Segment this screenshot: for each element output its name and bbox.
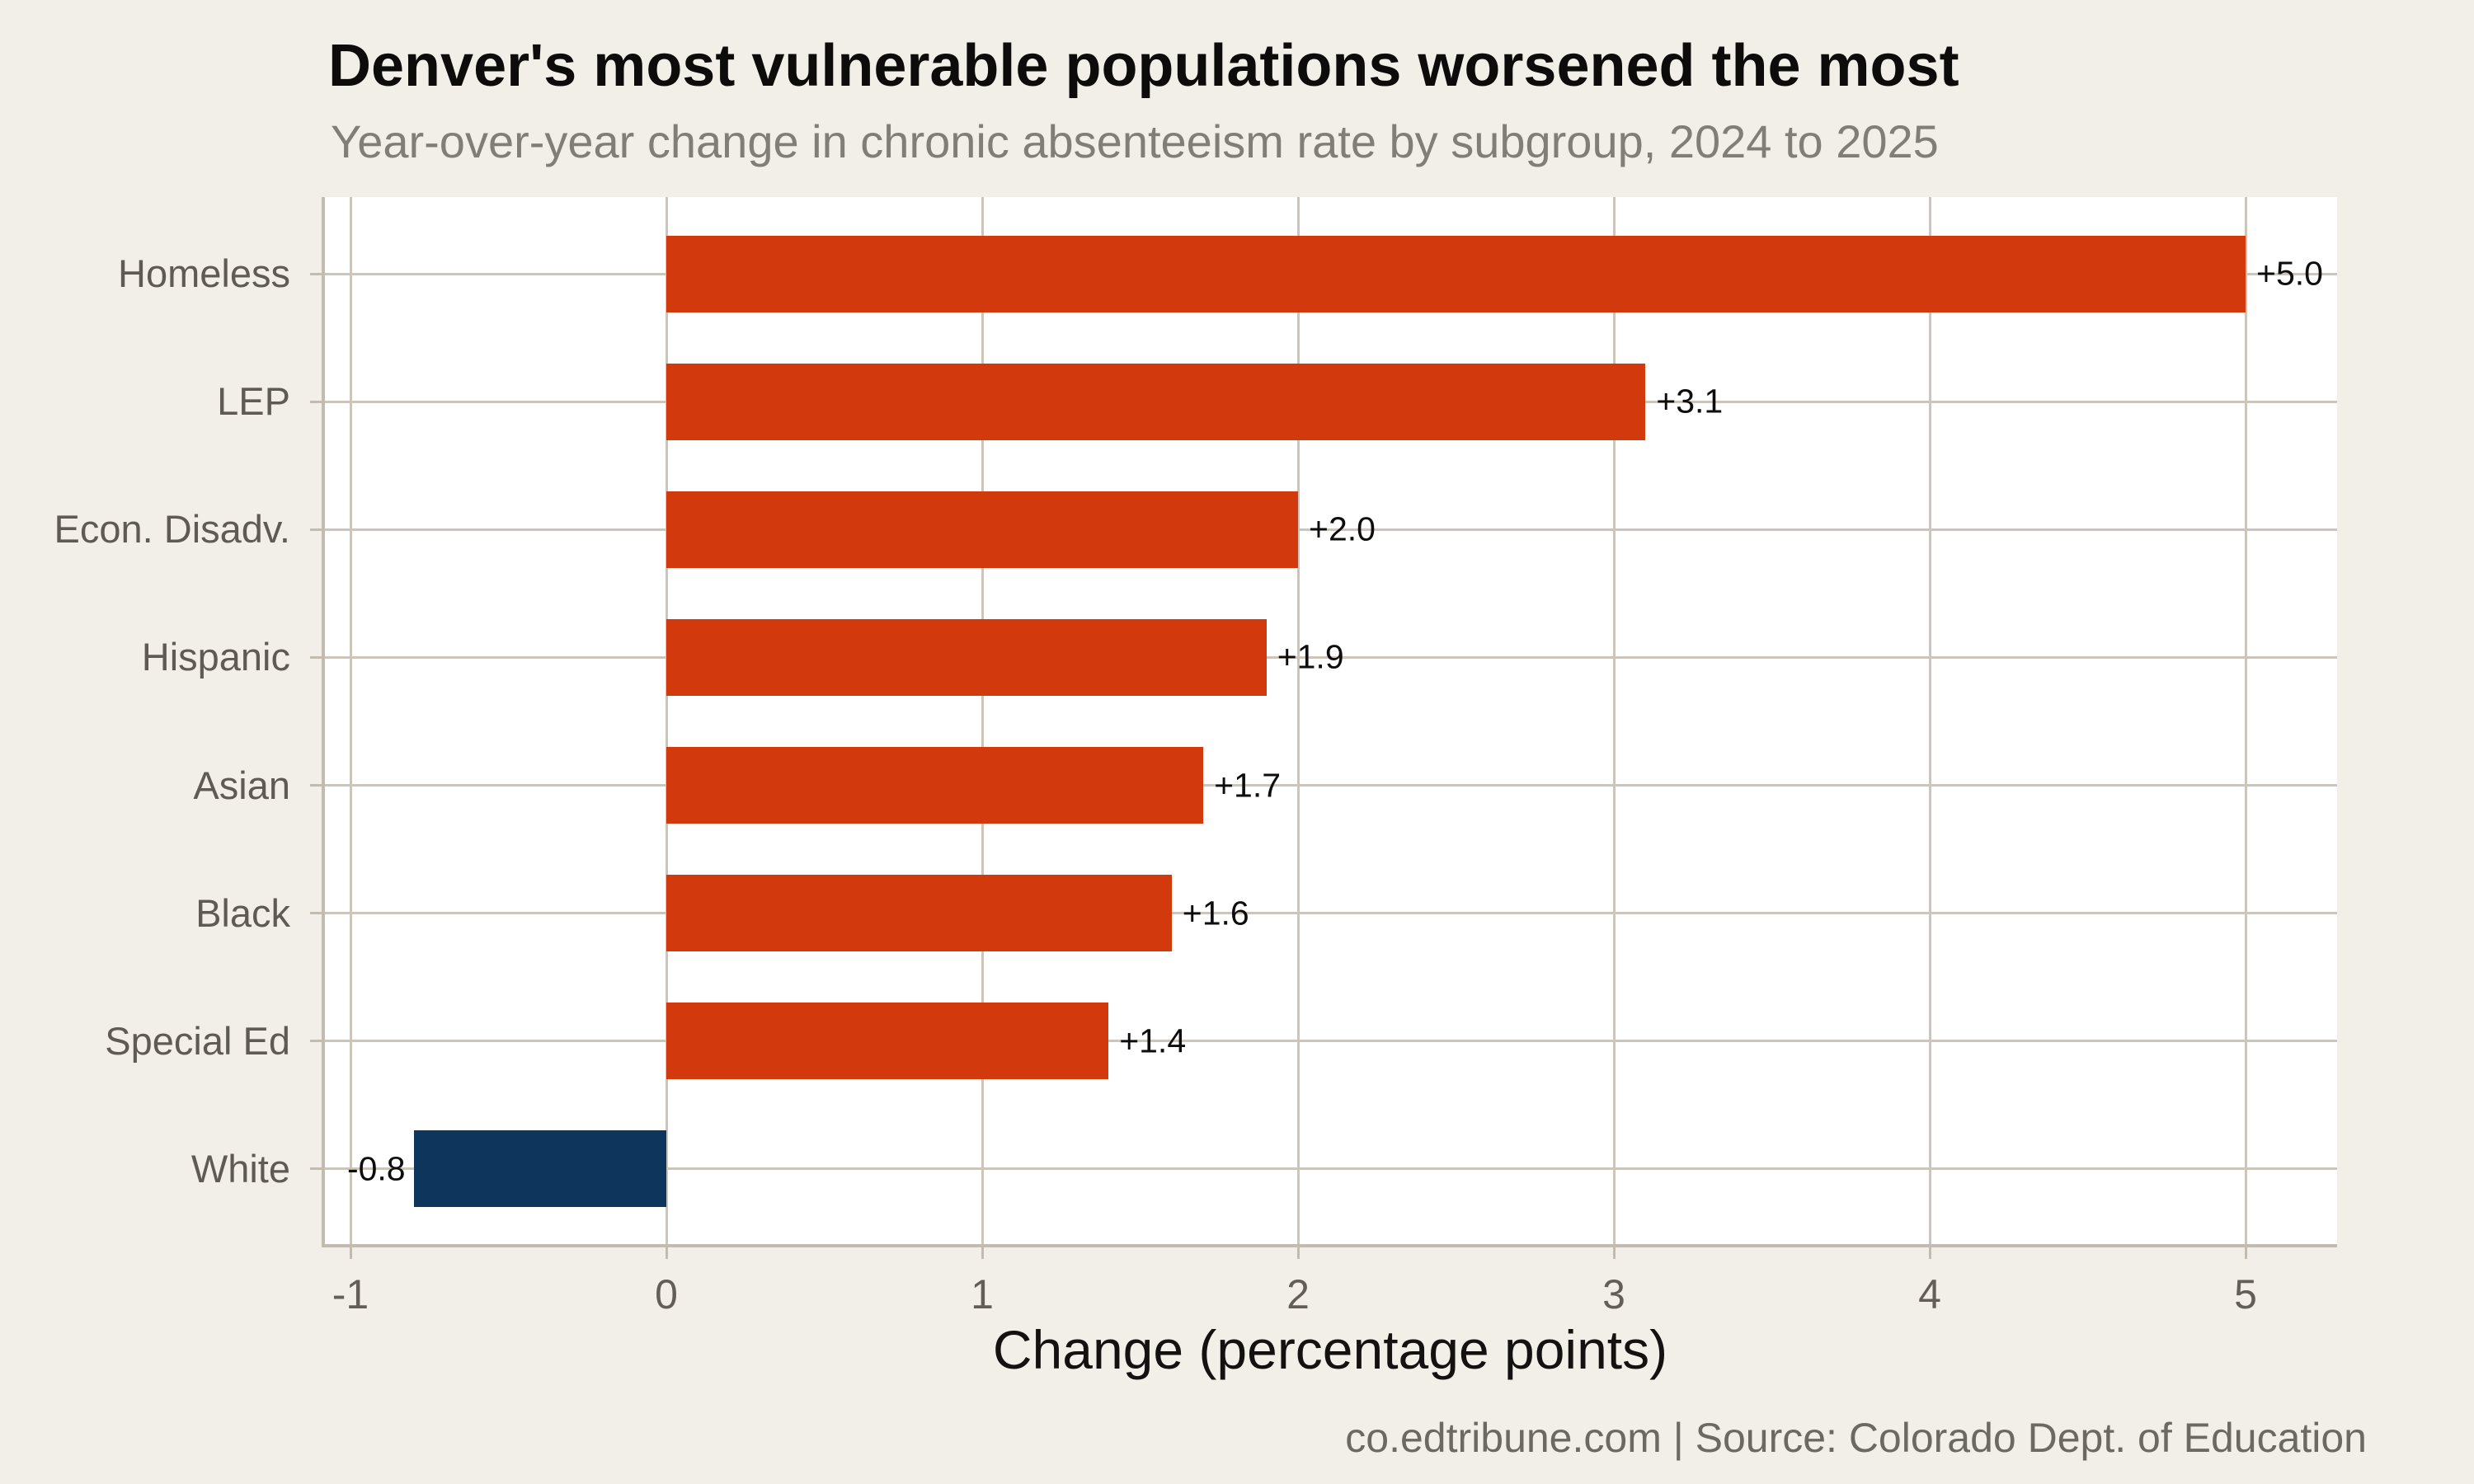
- bar-lep: [666, 363, 1646, 440]
- y-tick-hispanic: [310, 655, 323, 659]
- bar-asian: [666, 747, 1204, 824]
- x-tick-label-3: 3: [1602, 1271, 1625, 1317]
- chart-subtitle: Year-over-year change in chronic absente…: [331, 115, 1939, 167]
- x-tick-1: [981, 1246, 984, 1259]
- category-label-hispanic: Hispanic: [141, 635, 290, 679]
- y-tick-econ-disadv: [310, 528, 323, 531]
- y-gridline-special-ed: [323, 1040, 2337, 1043]
- y-tick-white: [310, 1167, 323, 1171]
- x-gridline-5: [2244, 197, 2247, 1246]
- category-label-lep: LEP: [217, 379, 290, 424]
- category-label-econ-disadv: Econ. Disadv.: [54, 507, 290, 552]
- x-tick-2: [1296, 1246, 1300, 1259]
- x-tick--1: [349, 1246, 352, 1259]
- x-tick-label-0: 0: [655, 1271, 678, 1317]
- value-label-white: -0.8: [346, 1149, 406, 1188]
- x-tick-3: [1612, 1246, 1616, 1259]
- value-label-hispanic: +1.9: [1277, 637, 1344, 676]
- y-tick-asian: [310, 784, 323, 787]
- x-tick-label-5: 5: [2234, 1271, 2257, 1317]
- x-tick-label-2: 2: [1286, 1271, 1310, 1317]
- y-tick-homeless: [310, 272, 323, 275]
- y-gridline-hispanic: [323, 655, 2337, 659]
- bar-econ-disadv: [666, 491, 1298, 568]
- bar-black: [666, 875, 1172, 952]
- y-gridline-econ-disadv: [323, 528, 2337, 531]
- plot-area: +5.0 +3.1 +2.0 +1.9 +1.7 +1.6 +1.4 -0.8: [323, 197, 2337, 1246]
- bar-white: [413, 1130, 666, 1208]
- category-label-special-ed: Special Ed: [105, 1018, 290, 1063]
- x-axis-line: [322, 1244, 2337, 1247]
- bar-homeless: [666, 235, 2246, 312]
- value-label-homeless: +5.0: [2256, 254, 2323, 293]
- chart-title: Denver's most vulnerable populations wor…: [328, 33, 1959, 99]
- x-tick-4: [1928, 1246, 1931, 1259]
- category-label-black: Black: [195, 890, 290, 935]
- x-gridline-2: [1296, 197, 1300, 1246]
- y-tick-special-ed: [310, 1040, 323, 1043]
- x-tick-0: [665, 1246, 668, 1259]
- x-tick-label-4: 4: [1918, 1271, 1941, 1317]
- y-gridline-black: [323, 912, 2337, 915]
- x-gridline-3: [1612, 197, 1616, 1246]
- category-label-asian: Asian: [193, 763, 290, 807]
- y-gridline-asian: [323, 784, 2337, 787]
- category-label-homeless: Homeless: [118, 251, 290, 296]
- value-label-asian: +1.7: [1214, 766, 1282, 805]
- value-label-special-ed: +1.4: [1119, 1021, 1187, 1060]
- y-axis-line: [322, 197, 325, 1247]
- y-tick-black: [310, 912, 323, 915]
- bar-special-ed: [666, 1003, 1109, 1080]
- x-gridline-4: [1928, 197, 1931, 1246]
- value-label-lep: +3.1: [1656, 382, 1724, 420]
- x-tick-5: [2244, 1246, 2247, 1259]
- x-tick-label--1: -1: [332, 1271, 369, 1317]
- category-label-white: White: [190, 1146, 290, 1190]
- y-gridline-white: [323, 1167, 2337, 1171]
- x-gridline-0: [665, 197, 668, 1246]
- x-gridline--1: [349, 197, 352, 1246]
- x-tick-label-1: 1: [971, 1271, 994, 1317]
- source-footer: co.edtribune.com | Source: Colorado Dept…: [1345, 1415, 2367, 1461]
- x-gridline-1: [981, 197, 984, 1246]
- value-label-econ-disadv: +2.0: [1309, 510, 1376, 548]
- value-label-black: +1.6: [1182, 894, 1249, 932]
- y-tick-lep: [310, 400, 323, 403]
- x-axis-title: Change (percentage points): [992, 1319, 1668, 1380]
- bar-hispanic: [666, 618, 1267, 696]
